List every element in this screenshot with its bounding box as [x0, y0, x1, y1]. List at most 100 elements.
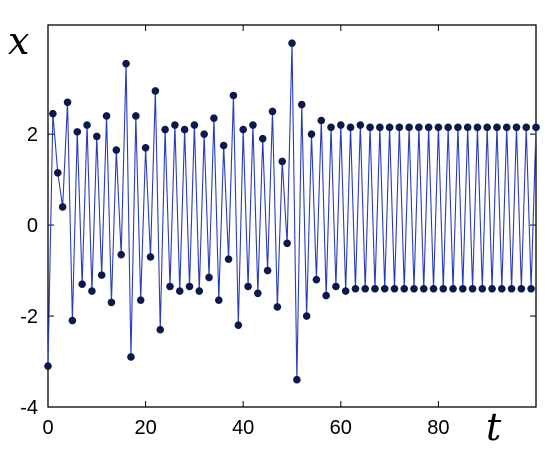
- data-point: [136, 296, 145, 304]
- data-point: [312, 275, 321, 284]
- data-point: [322, 291, 330, 300]
- data-point: [97, 271, 106, 279]
- axis-tick-labels: 0 20 40 60 80 -4 -2 0 2: [20, 124, 449, 439]
- data-point: [444, 123, 452, 132]
- data-point: [366, 123, 374, 132]
- data-point: [195, 287, 204, 295]
- data-point: [341, 287, 350, 295]
- data-point: [83, 121, 91, 129]
- data-point: [351, 284, 360, 293]
- data-point: [429, 284, 438, 293]
- data-point: [346, 123, 355, 132]
- data-point: [44, 362, 52, 370]
- data-point: [263, 266, 272, 275]
- data-point: [132, 112, 140, 120]
- data-point: [293, 375, 301, 384]
- data-point: [166, 282, 174, 291]
- data-point: [180, 125, 189, 134]
- data-point: [390, 284, 399, 293]
- data-point: [161, 125, 169, 134]
- series-markers: [44, 39, 540, 384]
- y-tick-label: -2: [20, 306, 38, 328]
- data-point: [215, 296, 223, 304]
- series-line: [47, 43, 537, 380]
- data-point: [419, 284, 428, 293]
- data-point: [498, 284, 506, 293]
- data-point: [239, 125, 247, 134]
- data-point: [376, 123, 384, 132]
- data-point: [459, 284, 467, 293]
- data-point: [273, 303, 282, 311]
- data-point: [112, 146, 121, 154]
- data-point: [68, 316, 77, 325]
- data-point: [493, 123, 501, 132]
- data-point: [488, 284, 496, 293]
- data-point: [258, 134, 267, 143]
- data-point: [122, 59, 130, 68]
- data-point: [337, 121, 345, 129]
- data-point: [244, 282, 252, 291]
- data-point: [512, 123, 521, 132]
- data-point: [53, 169, 62, 177]
- data-point: [49, 109, 57, 118]
- data-point: [88, 287, 96, 295]
- data-point: [117, 250, 125, 259]
- x-tick-label: 80: [427, 417, 449, 439]
- data-point: [527, 284, 535, 293]
- data-point: [410, 284, 418, 293]
- data-point: [102, 112, 111, 120]
- plot-frame: [47, 24, 537, 408]
- data-point: [190, 121, 199, 129]
- data-point: [517, 284, 526, 293]
- data-point: [171, 121, 179, 129]
- data-point: [127, 353, 135, 361]
- data-point: [478, 284, 487, 293]
- data-point: [200, 130, 208, 138]
- x-tick-label: 40: [232, 417, 254, 439]
- x-axis-label: t: [486, 405, 502, 449]
- data-point: [463, 123, 472, 132]
- data-point: [473, 123, 482, 132]
- x-tick-label: 60: [330, 417, 352, 439]
- data-point: [434, 123, 443, 132]
- data-point: [268, 107, 277, 116]
- data-point: [507, 284, 516, 293]
- data-point: [454, 123, 462, 132]
- data-point: [283, 239, 291, 248]
- data-point: [229, 91, 238, 100]
- data-point: [73, 128, 82, 136]
- data-point: [361, 284, 370, 293]
- axis-ticks: [47, 25, 536, 408]
- data-point: [58, 203, 67, 211]
- data-point: [151, 87, 160, 95]
- y-tick-label: 0: [27, 215, 38, 237]
- data-point: [219, 141, 228, 150]
- data-point: [532, 123, 540, 132]
- data-point: [405, 123, 413, 132]
- data-point: [483, 123, 492, 132]
- data-point: [317, 116, 326, 125]
- data-point: [449, 284, 457, 293]
- data-point: [224, 255, 233, 263]
- data-point: [439, 284, 448, 293]
- data-point: [356, 121, 365, 129]
- data-point: [297, 100, 306, 109]
- data-point: [156, 325, 165, 334]
- data-point: [332, 282, 340, 291]
- y-axis-label: x: [8, 19, 29, 63]
- data-point: [502, 123, 511, 132]
- data-point: [175, 287, 184, 295]
- data-point: [415, 123, 423, 132]
- data-point: [93, 132, 101, 141]
- y-tick-label: 2: [27, 124, 38, 146]
- data-point: [288, 39, 296, 47]
- data-point: [424, 123, 433, 132]
- data-point: [78, 280, 86, 289]
- data-point: [302, 312, 311, 320]
- y-tick-label: -4: [20, 397, 38, 419]
- data-point: [63, 98, 72, 107]
- data-point: [146, 253, 155, 261]
- data-point: [278, 157, 287, 166]
- data-point: [210, 114, 218, 123]
